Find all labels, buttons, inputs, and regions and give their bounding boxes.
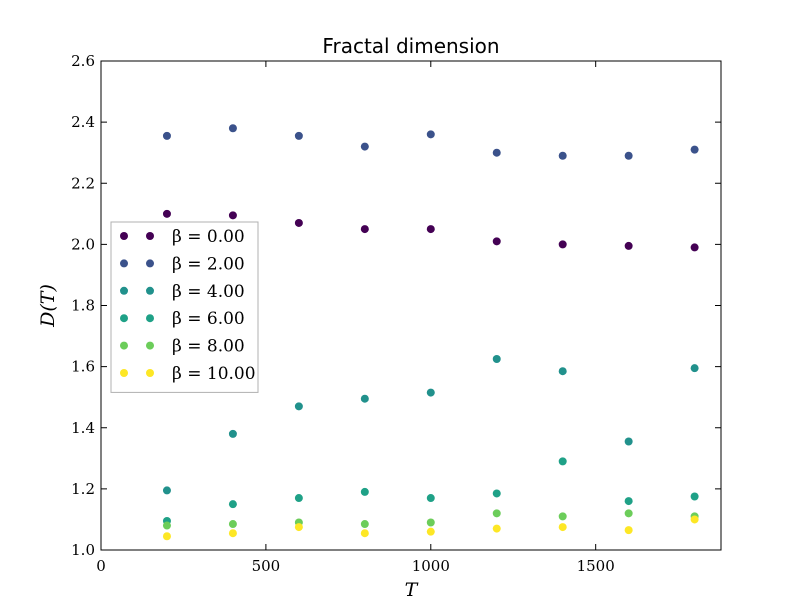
x-tick-label: 0	[96, 557, 106, 575]
x-axis-label: T	[405, 579, 419, 601]
legend-marker	[120, 341, 128, 350]
y-tick-label: 2.6	[71, 52, 95, 70]
y-axis-label: D(T)	[37, 284, 59, 328]
x-tick-label: 1500	[577, 557, 615, 575]
series-4-point	[426, 518, 435, 527]
y-tick-label: 1.0	[71, 541, 95, 559]
series-1-point	[624, 151, 633, 160]
series-5-point	[624, 526, 633, 535]
y-tick-label: 2.0	[71, 235, 95, 253]
series-0-point	[228, 211, 237, 220]
legend-marker	[146, 314, 154, 323]
legend-marker	[146, 232, 154, 240]
series-1-point	[690, 145, 699, 154]
series-0-point	[690, 243, 699, 252]
series-3-point	[690, 492, 699, 501]
series-0-point	[294, 218, 303, 227]
x-tick-label: 500	[252, 557, 281, 575]
series-4-point	[360, 520, 369, 529]
y-tick-label: 1.6	[71, 358, 95, 376]
legend-marker	[120, 232, 128, 240]
legend-marker	[120, 369, 128, 377]
series-5-point	[360, 529, 369, 538]
series-0-point	[492, 237, 501, 246]
series-3-point	[558, 457, 567, 466]
series-2-point	[558, 367, 567, 376]
y-tick-label: 1.2	[71, 480, 95, 498]
series-5-point	[228, 529, 237, 538]
series-2-point	[294, 402, 303, 411]
legend-label: β = 8.00	[172, 337, 245, 357]
series-2-point	[492, 354, 501, 363]
legend-label: β = 10.00	[172, 364, 256, 384]
series-5-point	[162, 532, 171, 541]
legend-label: β = 4.00	[172, 282, 245, 302]
series-2-point	[162, 486, 171, 495]
series-0-point	[426, 225, 435, 234]
series-2-point	[690, 364, 699, 373]
series-0-point	[558, 240, 567, 249]
axis-ticks: 0 500 1000 1500 1.0 1.2 1.4 1.6 1.8 2.0 2.2 2.4 2.6	[71, 52, 721, 575]
series-3-point	[492, 489, 501, 498]
series-5-point	[492, 524, 501, 533]
series-1-point	[294, 131, 303, 140]
series-3-point	[294, 494, 303, 503]
series-1-point	[492, 148, 501, 157]
series-4-point	[162, 521, 171, 530]
series-4-point	[492, 509, 501, 518]
legend-label: β = 2.00	[172, 254, 245, 274]
legend-label: β = 0.00	[172, 227, 245, 247]
legend-marker	[146, 369, 154, 377]
series-4-point	[228, 520, 237, 529]
x-tick-label: 1000	[412, 557, 450, 575]
legend: β = 0.00 β = 2.00 β = 4.00 β = 6.00 β = 8.00…	[110, 221, 259, 393]
series-0-point	[360, 225, 369, 234]
y-tick-label: 1.4	[71, 419, 95, 437]
series-4-point	[624, 509, 633, 518]
series-3-point	[360, 487, 369, 496]
series-0-point	[624, 241, 633, 250]
series-5-point	[426, 527, 435, 536]
data-points	[162, 124, 699, 541]
series-2-point	[360, 394, 369, 403]
series-3-point	[228, 500, 237, 509]
legend-marker	[120, 259, 128, 268]
series-5-point	[558, 523, 567, 532]
series-2-point	[426, 388, 435, 397]
series-3-point	[624, 497, 633, 506]
chart-title: Fractal dimension	[322, 34, 499, 58]
series-2-point	[624, 437, 633, 446]
series-1-point	[426, 130, 435, 139]
series-1-point	[360, 142, 369, 151]
y-tick-label: 2.4	[71, 113, 95, 131]
legend-box	[110, 221, 259, 393]
y-tick-label: 1.8	[71, 297, 95, 315]
series-5-point	[690, 515, 699, 524]
series-5-point	[294, 523, 303, 532]
series-0-point	[162, 209, 171, 218]
series-1-point	[558, 151, 567, 160]
series-2-point	[228, 429, 237, 438]
legend-marker	[146, 286, 154, 295]
legend-marker	[146, 341, 154, 350]
series-1-point	[228, 124, 237, 133]
legend-marker	[146, 259, 154, 268]
series-1-point	[162, 131, 171, 140]
legend-marker	[120, 314, 128, 323]
legend-label: β = 6.00	[172, 309, 245, 329]
series-4-point	[558, 512, 567, 521]
y-tick-label: 2.2	[71, 174, 95, 192]
legend-marker	[120, 286, 128, 295]
series-3-point	[426, 494, 435, 503]
